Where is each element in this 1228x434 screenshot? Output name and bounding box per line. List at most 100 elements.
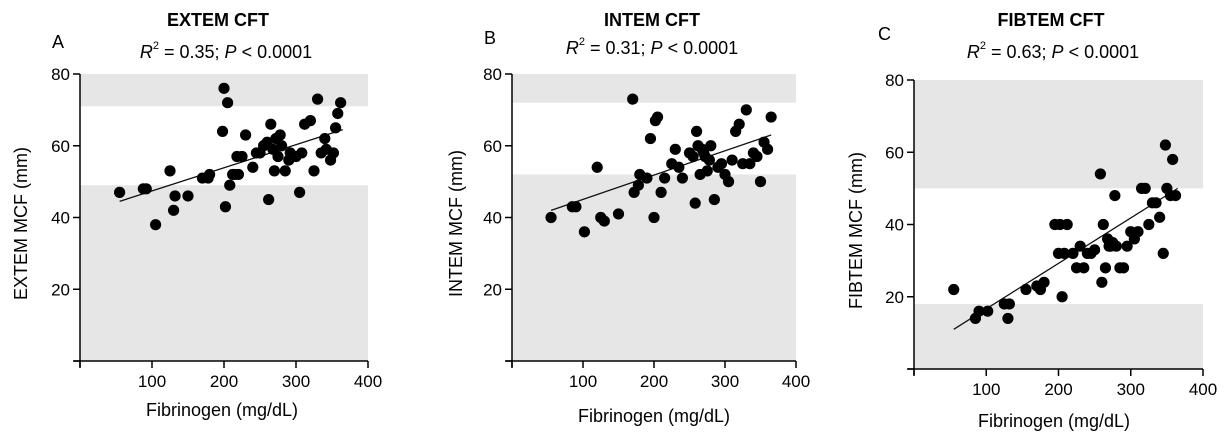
chart-1-point-3 bbox=[578, 226, 591, 238]
chart-1-point-0 bbox=[545, 211, 557, 224]
chart-2-point-2 bbox=[973, 305, 985, 317]
chart-1-point-16 bbox=[651, 111, 664, 123]
chart-0-point-28 bbox=[265, 118, 277, 130]
chart-0-point-49 bbox=[327, 147, 340, 159]
chart-1-point-25 bbox=[689, 197, 701, 209]
chart-2-point-35 bbox=[1117, 262, 1130, 274]
chart-0-stat-r-label: R bbox=[140, 42, 153, 62]
chart-1-stat-p-value: < 0.0001 bbox=[663, 38, 739, 58]
chart-0-x-tick-label-2: 300 bbox=[282, 372, 310, 391]
chart-1-point-4 bbox=[591, 161, 603, 173]
chart-2-point-33 bbox=[1110, 240, 1122, 252]
chart-1-point-13 bbox=[644, 132, 657, 145]
chart-2-panel: 20 40 60 80 100 200 300 400 C FIBTEM CFT R2 = 0.63… bbox=[846, 10, 1217, 431]
chart-1-point-47 bbox=[751, 150, 763, 163]
chart-1-y-tick-label-1: 40 bbox=[483, 209, 502, 228]
chart-2-y-tick-label-0: 20 bbox=[885, 288, 904, 307]
chart-2-point-7 bbox=[1020, 283, 1032, 296]
chart-2-point-3 bbox=[982, 305, 994, 317]
chart-2-stat-p-value: < 0.0001 bbox=[1064, 42, 1140, 62]
chart-1-point-33 bbox=[703, 154, 715, 166]
chart-0-point-33 bbox=[274, 129, 286, 141]
chart-1-point-17 bbox=[655, 186, 667, 198]
chart-0-point-13 bbox=[219, 201, 232, 213]
chart-2-point-26 bbox=[1097, 218, 1109, 231]
chart-2-point-42 bbox=[1143, 218, 1155, 231]
chart-1-point-14 bbox=[648, 211, 660, 224]
chart-0-point-42 bbox=[304, 115, 316, 127]
chart-0-point-5 bbox=[168, 204, 180, 216]
chart-1-point-24 bbox=[687, 150, 699, 163]
chart-0-x-tick-label-0: 100 bbox=[138, 372, 166, 391]
chart-1-stat: R2 = 0.31; P < 0.0001 bbox=[566, 36, 738, 58]
chart-2-point-23 bbox=[1089, 244, 1101, 256]
chart-2-y-tick-label-3: 80 bbox=[885, 71, 904, 90]
chart-0-stat-p-value: < 0.0001 bbox=[237, 42, 313, 62]
chart-1-panel: 20 40 60 80 100 200 300 400 B INTEM CFT R2 = 0.31;… bbox=[446, 10, 810, 426]
chart-0-point-46 bbox=[319, 132, 331, 145]
chart-0-y-tick-label-0: 20 bbox=[51, 280, 70, 299]
chart-1-x-tick-label-0: 100 bbox=[569, 372, 597, 391]
chart-0-point-21 bbox=[240, 129, 252, 141]
chart-0-point-44 bbox=[312, 93, 324, 105]
chart-1-point-6 bbox=[598, 215, 610, 227]
chart-2-stat-r-value: = 0.63; bbox=[986, 42, 1052, 62]
chart-2-point-45 bbox=[1154, 211, 1166, 223]
chart-0-point-27 bbox=[263, 193, 275, 206]
chart-0-point-4 bbox=[164, 165, 176, 177]
chart-2-point-19 bbox=[1074, 240, 1086, 252]
chart-1-point-12 bbox=[641, 172, 653, 184]
chart-0-y-tick-label-3: 80 bbox=[51, 65, 70, 84]
chart-2-stat: R2 = 0.63; P < 0.0001 bbox=[967, 40, 1139, 62]
chart-2-x-tick-label-0: 100 bbox=[972, 380, 1000, 399]
chart-0-point-6 bbox=[169, 190, 181, 202]
chart-1-x-label: Fibrinogen (mg/dL) bbox=[578, 406, 730, 426]
chart-2-point-44 bbox=[1150, 197, 1162, 209]
chart-0-panel: 20 40 60 80 100 200 300 400 A EXTEM CFT R2 = 0.35;… bbox=[11, 10, 382, 420]
chart-1-point-8 bbox=[627, 93, 639, 105]
chart-2-point-6 bbox=[1003, 298, 1015, 310]
chart-2-point-46 bbox=[1157, 247, 1169, 259]
chart-0-point-34 bbox=[276, 140, 288, 152]
chart-0-stat: R2 = 0.35; P < 0.0001 bbox=[140, 40, 312, 62]
chart-2-x-tick-label-2: 300 bbox=[1117, 380, 1145, 399]
chart-0-point-50 bbox=[330, 122, 342, 134]
chart-2-y-label: FIBTEM MCF (mm) bbox=[846, 152, 866, 309]
chart-0-point-12 bbox=[218, 82, 230, 94]
chart-2-point-15 bbox=[1058, 247, 1070, 259]
chart-0-y-tick-label-1: 40 bbox=[51, 209, 70, 228]
chart-0-point-40 bbox=[296, 147, 308, 159]
chart-2-point-41 bbox=[1139, 182, 1151, 194]
chart-2-regression-line bbox=[953, 187, 1179, 330]
chart-2-y-tick-label-1: 40 bbox=[885, 216, 904, 235]
chart-0-stat-p-label: P bbox=[225, 42, 237, 62]
chart-1-y-label: INTEM MCF (mm) bbox=[446, 150, 466, 297]
chart-2-x-tick-label-3: 400 bbox=[1189, 380, 1217, 399]
chart-1-point-48 bbox=[754, 176, 767, 188]
chart-0-y-tick-label-2: 60 bbox=[51, 137, 70, 156]
chart-0-point-10 bbox=[204, 168, 216, 181]
chart-2-panel-letter: C bbox=[878, 24, 891, 44]
chart-1-x-tick-label-2: 300 bbox=[711, 372, 739, 391]
chart-1-point-26 bbox=[691, 125, 703, 137]
chart-1-point-2 bbox=[570, 201, 582, 213]
chart-0-point-14 bbox=[222, 97, 234, 109]
chart-2-point-36 bbox=[1121, 240, 1133, 252]
chart-1-point-42 bbox=[733, 118, 745, 130]
chart-0-point-7 bbox=[182, 190, 194, 202]
chart-2-stat-p-label: P bbox=[1052, 42, 1064, 62]
chart-1-point-18 bbox=[659, 172, 671, 184]
chart-0-point-15 bbox=[224, 179, 236, 191]
chart-2-x-label: Fibrinogen (mg/dL) bbox=[978, 411, 1130, 431]
chart-2-point-32 bbox=[1109, 190, 1121, 202]
chart-0-point-30 bbox=[268, 165, 280, 177]
chart-1-x-tick-label-3: 400 bbox=[782, 372, 810, 391]
chart-2-point-5 bbox=[1002, 312, 1014, 325]
chart-2-point-0 bbox=[948, 283, 960, 296]
chart-2-point-20 bbox=[1078, 262, 1090, 274]
chart-1-point-34 bbox=[705, 140, 717, 152]
chart-1-stat-r-exp: 2 bbox=[579, 36, 585, 48]
chart-1-point-32 bbox=[701, 165, 713, 177]
